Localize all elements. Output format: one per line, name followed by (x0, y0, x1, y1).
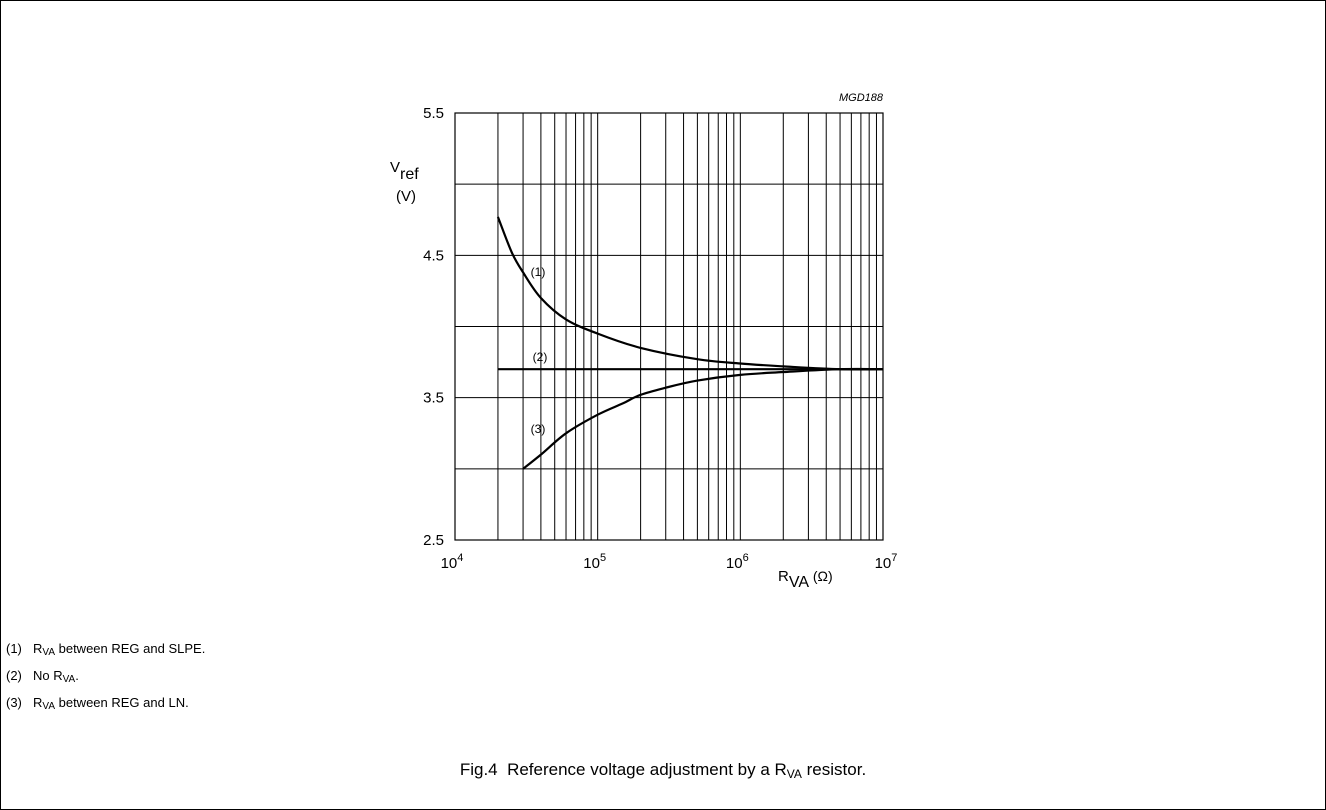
x-tick-label: 105 (583, 552, 606, 572)
series-line-1 (496, 216, 884, 371)
y-tick-label: 4.5 (423, 247, 444, 264)
x-tick-label: 107 (875, 552, 898, 572)
grid (454, 112, 884, 541)
x-tick-label: 104 (441, 552, 464, 572)
curve-label-1: (1) (531, 265, 546, 279)
x-tick-label: 106 (726, 552, 749, 572)
caption-text: resistor. (801, 760, 867, 779)
curve-label-2: (2) (533, 350, 548, 364)
curve-label-3: (3) (531, 422, 546, 436)
note-subscript: VA (42, 647, 55, 658)
note-text: between REG and SLPE. (55, 641, 206, 656)
caption-prefix: Fig.4 (459, 760, 498, 779)
plot-border (454, 112, 884, 541)
note-text: R (33, 641, 43, 656)
note-number: (2) (6, 668, 22, 683)
caption-subscript: VA (786, 767, 802, 781)
note-number: (3) (6, 695, 22, 710)
x-axis-label: RVA (Ω) (778, 568, 833, 591)
note-1: (1) RVA between REG and SLPE. (6, 637, 205, 664)
note-subscript: VA (42, 701, 55, 712)
note-subscript: VA (62, 674, 76, 685)
tick-labels: 2.5 3.5 4.5 5.5 104 105 106 107 (423, 105, 897, 572)
y-tick-label: 2.5 (423, 532, 444, 549)
note-3: (3) RVA between REG and LN. (6, 691, 205, 718)
notes-list: (1) RVA between REG and SLPE. (2) No RVA. … (6, 637, 205, 718)
note-text: . (75, 668, 79, 683)
note-2: (2) No RVA. (6, 664, 205, 691)
caption-text: Reference voltage adjustment by a R (507, 760, 787, 779)
y-axis-unit: (V) (396, 188, 416, 205)
series-line-3 (522, 367, 884, 470)
note-text: R (33, 695, 43, 710)
figure-code: MGD188 (839, 92, 884, 104)
y-tick-label: 3.5 (423, 390, 444, 407)
note-text: No R (33, 668, 63, 683)
note-text: between REG and LN. (55, 695, 189, 710)
y-axis-label: Vref (390, 159, 419, 183)
note-number: (1) (6, 641, 22, 656)
series-group (496, 216, 884, 470)
y-tick-label: 5.5 (423, 105, 444, 122)
figure-caption: Fig.4 Reference voltage adjustment by a … (0, 760, 1326, 781)
